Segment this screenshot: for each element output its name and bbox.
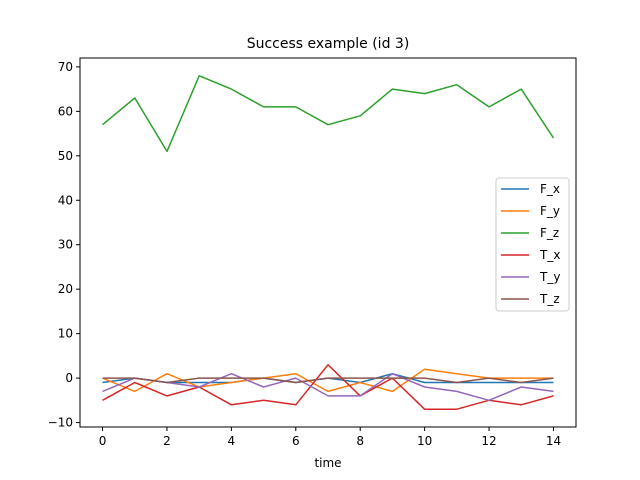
x-tick-label: 14 — [546, 434, 561, 448]
y-tick-label: 60 — [58, 104, 73, 118]
series-line-t-x — [102, 364, 554, 410]
y-tick-label: 50 — [58, 149, 73, 163]
legend: F_x F_y F_z T_x T_y T_z — [495, 177, 570, 312]
y-tick-label: 20 — [58, 282, 73, 296]
plot-area — [102, 75, 555, 410]
axes-frame — [79, 57, 577, 428]
x-tick-label: 8 — [356, 434, 364, 448]
series-line-t-z — [102, 377, 554, 384]
series-line-f-y — [102, 368, 554, 393]
y-tick-label: −10 — [48, 416, 73, 430]
legend-entry-label: T_x — [539, 248, 560, 262]
y-tick-label: 30 — [58, 238, 73, 252]
y-tick-label: 70 — [58, 60, 73, 74]
y-tick-label: 0 — [65, 371, 73, 385]
x-tick-label: 4 — [228, 434, 236, 448]
x-tick-label: 12 — [481, 434, 496, 448]
x-tick-label: 2 — [163, 434, 171, 448]
series-line-f-z — [102, 75, 555, 153]
legend-entry-label: T_y — [539, 270, 560, 284]
legend-entry-label: T_z — [539, 292, 560, 306]
y-tick-label: 10 — [58, 327, 73, 341]
series-line-t-y — [102, 372, 554, 402]
x-tick-label: 10 — [417, 434, 432, 448]
x-tick-label: 6 — [292, 434, 300, 448]
x-axis-ticks: 0 2 4 6 8 10 12 14 — [99, 427, 561, 448]
chart-title: Success example (id 3) — [247, 36, 410, 52]
y-tick-label: 40 — [58, 193, 73, 207]
legend-entry-label: F_x — [540, 182, 560, 196]
legend-entry-label: F_z — [540, 226, 559, 240]
y-axis-ticks: −10 0 10 20 30 40 50 60 70 — [48, 60, 80, 430]
x-axis-label: time — [314, 456, 341, 470]
x-tick-label: 0 — [99, 434, 107, 448]
legend-entry-label: F_y — [540, 204, 560, 218]
